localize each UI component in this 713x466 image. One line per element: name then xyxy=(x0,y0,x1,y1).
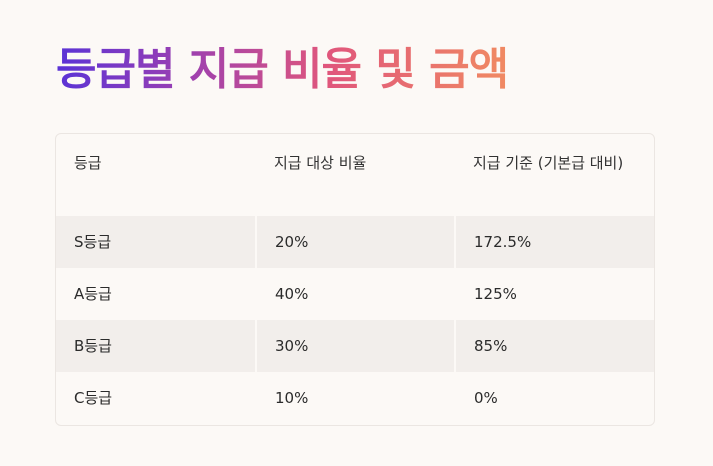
grade-payment-table: 등급 지급 대상 비율 지급 기준 (기본급 대비) S등급 20% 172.5… xyxy=(55,133,655,426)
table-cell-grade: A등급 xyxy=(74,285,112,303)
page-title: 등급별 지급 비율 및 금액 xyxy=(56,40,509,100)
table-cell-target-ratio: 10% xyxy=(255,372,455,424)
table-cell-payment-basis: 0% xyxy=(454,372,654,424)
table-cell-target-ratio: 20% xyxy=(255,216,455,268)
table-row: C등급 10% 0% xyxy=(56,372,654,424)
table-cell-grade: B등급 xyxy=(56,320,256,372)
table-row: B등급 30% 85% xyxy=(56,320,654,372)
table-row: A등급 40% 125% xyxy=(56,268,654,320)
table-cell-grade: C등급 xyxy=(74,389,113,407)
table-row: S등급 20% 172.5% xyxy=(56,216,654,268)
column-header-payment-basis: 지급 기준 (기본급 대비) xyxy=(473,154,624,172)
table-cell-target-ratio: 40% xyxy=(255,268,455,320)
table-cell-payment-basis: 125% xyxy=(454,268,654,320)
table-cell-payment-basis: 172.5% xyxy=(454,216,654,268)
column-header-grade: 등급 xyxy=(74,154,102,172)
table-header-row: 등급 지급 대상 비율 지급 기준 (기본급 대비) xyxy=(56,134,654,216)
data-table: 등급 지급 대상 비율 지급 기준 (기본급 대비) S등급 20% 172.5… xyxy=(56,134,654,424)
column-header-target-ratio: 지급 대상 비율 xyxy=(274,154,367,172)
table-cell-grade: S등급 xyxy=(56,216,256,268)
table-cell-payment-basis: 85% xyxy=(454,320,654,372)
table-cell-target-ratio: 30% xyxy=(255,320,455,372)
